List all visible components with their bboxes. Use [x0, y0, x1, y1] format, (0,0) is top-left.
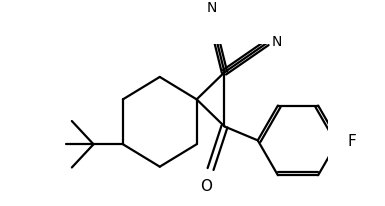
Text: N: N [271, 34, 281, 48]
Text: N: N [206, 1, 216, 15]
Text: F: F [348, 133, 356, 148]
Text: O: O [200, 178, 212, 193]
